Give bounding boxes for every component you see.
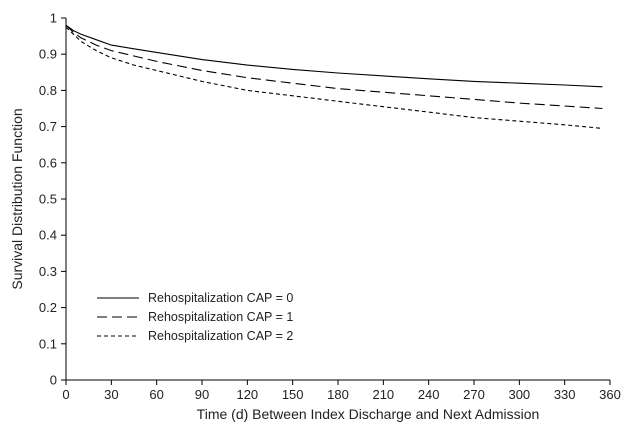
x-tick-label: 240 — [418, 387, 440, 402]
x-tick-label: 30 — [104, 387, 118, 402]
x-tick-label: 330 — [554, 387, 576, 402]
axes — [65, 18, 610, 381]
x-tick-label: 60 — [149, 387, 163, 402]
y-tick-label: 0.7 — [39, 119, 57, 134]
x-tick-label: 210 — [372, 387, 394, 402]
y-tick-label: 0.3 — [39, 264, 57, 279]
y-tick-label: 0 — [50, 373, 57, 388]
y-tick-label: 0.5 — [39, 192, 57, 207]
x-tick-label: 120 — [236, 387, 258, 402]
y-tick-label: 0.1 — [39, 336, 57, 351]
y-axis-title: Survival Distribution Function — [9, 108, 25, 289]
x-axis-title: Time (d) Between Index Discharge and Nex… — [197, 406, 540, 422]
y-tick-label: 0.4 — [39, 228, 57, 243]
x-tick-label: 0 — [62, 387, 69, 402]
series-lines — [65, 24, 603, 129]
ticks: 0 0.1 0.2 0.3 0.4 0.5 0.6 0.7 0.8 0.9 1 0 30 60 90 120 1… — [39, 11, 621, 403]
x-tick-label: 150 — [282, 387, 304, 402]
y-tick-label: 0.8 — [39, 83, 57, 98]
legend-label: Rehospitalization CAP = 2 — [148, 329, 293, 343]
x-tick-label: 180 — [327, 387, 349, 402]
legend-label: Rehospitalization CAP = 1 — [148, 310, 293, 324]
y-tick-label: 0.9 — [39, 47, 57, 62]
x-tick-label: 360 — [599, 387, 621, 402]
x-tick-label: 90 — [195, 387, 209, 402]
series-line-cap-1 — [65, 24, 603, 110]
series-line-cap-0 — [65, 24, 603, 88]
y-tick-label: 1 — [50, 11, 57, 26]
series-line-cap-2 — [65, 26, 603, 129]
x-tick-label: 300 — [508, 387, 530, 402]
legend-label: Rehospitalization CAP = 0 — [148, 291, 293, 305]
x-tick-label: 270 — [463, 387, 485, 402]
y-tick-label: 0.2 — [39, 300, 57, 315]
y-tick-label: 0.6 — [39, 155, 57, 170]
legend: Rehospitalization CAP = 0 Rehospitalizati… — [97, 291, 293, 343]
